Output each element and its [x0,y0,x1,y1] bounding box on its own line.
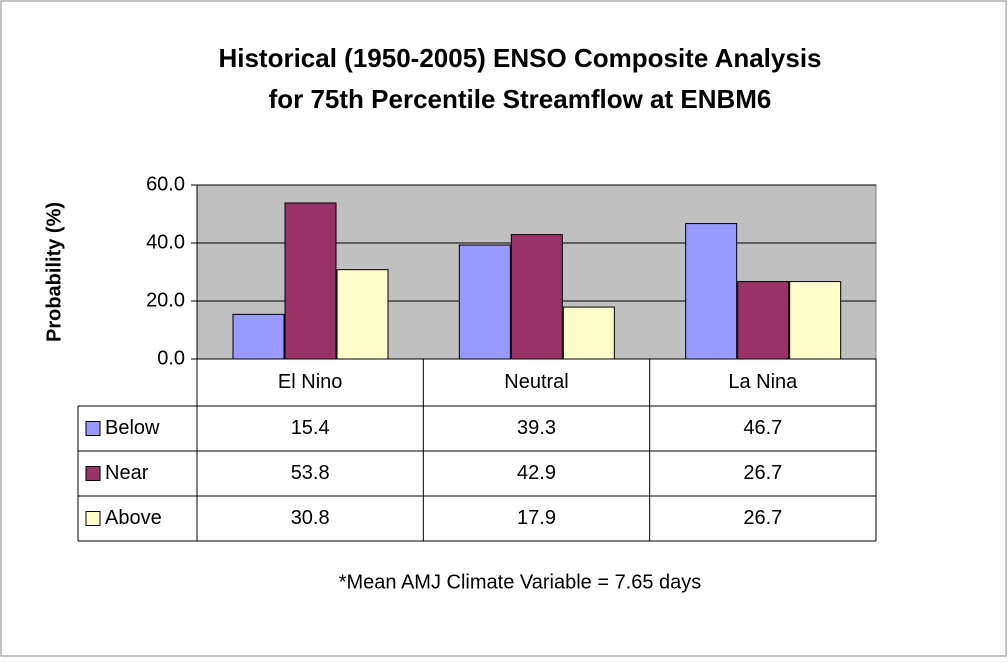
y-tick-label: 40.0 [146,231,185,253]
table-value: 17.9 [517,507,556,529]
chart-title: Historical (1950-2005) ENSO Composite An… [218,43,821,73]
y-tick-label: 60.0 [146,173,185,195]
bar [737,281,790,360]
x-tick-label: Neutral [504,371,568,393]
table-value: 53.8 [291,462,330,484]
bar [336,269,389,360]
legend-label: Above [105,507,162,529]
x-tick-label: La Nina [728,371,798,393]
bar [284,202,337,360]
table-value: 42.9 [517,462,556,484]
bar [685,223,738,360]
bar [789,281,842,360]
bar [562,306,615,360]
bar [458,244,511,360]
legend-swatch [85,511,101,526]
legend-label: Near [105,462,149,484]
y-tick-label: 20.0 [146,289,185,311]
bar [510,234,563,360]
y-tick-label: 0.0 [157,347,185,369]
legend-swatch [85,466,101,481]
table-value: 46.7 [743,417,782,439]
y-axis-label: Probability (%) [43,202,65,342]
table-value: 30.8 [291,507,330,529]
note: *Mean AMJ Climate Variable = 7.65 days [339,571,702,593]
legend-swatch [85,421,101,436]
bar [232,313,285,360]
table-value: 39.3 [517,417,556,439]
chart-title: for 75th Percentile Streamflow at ENBM6 [269,84,772,114]
legend-label: Below [105,417,160,439]
table-value: 26.7 [743,462,782,484]
table-value: 15.4 [291,417,330,439]
x-tick-label: El Nino [278,371,342,393]
table-value: 26.7 [743,507,782,529]
